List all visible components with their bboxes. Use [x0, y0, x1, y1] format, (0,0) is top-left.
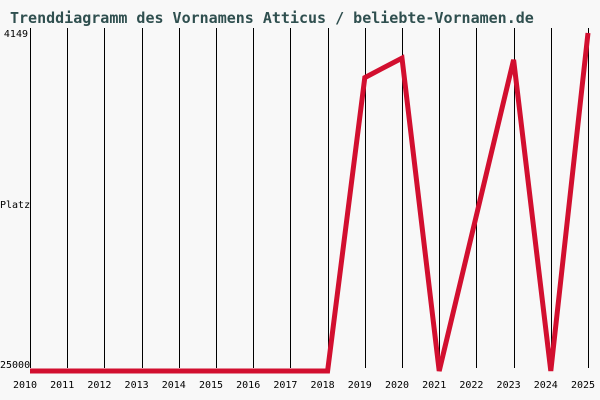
y-axis-top-tick-label: 4149	[3, 29, 28, 40]
x-tick-label-2012: 2012	[87, 380, 112, 391]
x-tick-label-2013: 2013	[124, 380, 149, 391]
y-axis-title: Platz	[0, 200, 31, 211]
trend-line	[30, 32, 591, 374]
x-tick-label-2024: 2024	[533, 380, 558, 391]
x-tick-label-2011: 2011	[50, 380, 75, 391]
x-tick-label-2025: 2025	[570, 380, 596, 391]
x-tick-label-2014: 2014	[161, 380, 186, 391]
x-tick-label-2023: 2023	[496, 380, 521, 391]
x-tick-label-2020: 2020	[384, 380, 410, 391]
x-tick-label-2015: 2015	[198, 380, 224, 391]
x-tick-label-2010: 2010	[12, 380, 38, 391]
x-tick-label-2021: 2021	[422, 380, 447, 391]
x-tick-label-2017: 2017	[273, 380, 298, 391]
x-tick-label-2022: 2022	[459, 380, 484, 391]
x-tick-label-2019: 2019	[347, 380, 372, 391]
chart-title: Trenddiagramm des Vornamens Atticus / be…	[10, 9, 534, 27]
x-tick-label-2016: 2016	[236, 380, 261, 391]
x-tick-label-2018: 2018	[310, 380, 335, 391]
y-axis-bottom-tick-label: 25000	[0, 360, 31, 371]
